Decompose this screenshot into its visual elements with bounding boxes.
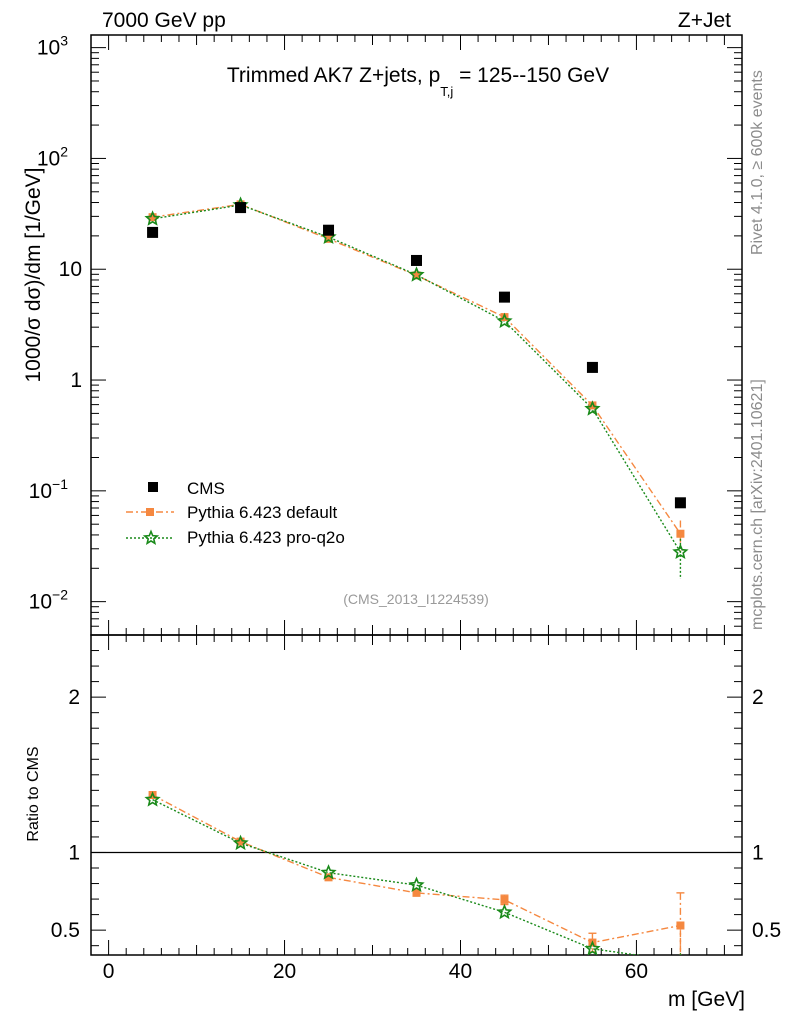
main-ylabel: 1000/σ dσ)/dm [1/GeV] [22, 167, 45, 382]
ratio-ytick-label: 1 [68, 841, 80, 864]
rivet-side-text: Rivet 4.1.0, ≥ 600k events [749, 70, 766, 255]
main-point-default [676, 529, 685, 538]
main-point-default [412, 271, 421, 280]
ratio-ylabel: Ratio to CMS [25, 746, 42, 841]
ratio-point-default [676, 921, 685, 930]
legend: CMS Pythia 6.423 default Pythia 6.423 pr… [126, 479, 345, 547]
main-ytick-label: 10−2 [29, 587, 69, 614]
main-point-proq2o [496, 312, 513, 329]
plot-title-tail: = 125--150 GeV [453, 64, 609, 87]
mcplots-side-text: mcplots.cern.ch [arXiv:2401.10621] [749, 379, 766, 630]
header-right: Z+Jet [678, 9, 731, 32]
ratio-point-proq2o [496, 903, 513, 920]
main-point-cms [147, 226, 159, 238]
main-point-cms [323, 224, 335, 236]
x-axis-label: m [GeV] [668, 988, 745, 1011]
main-point-default [148, 213, 157, 222]
main-point-proq2o [144, 210, 161, 226]
main-point-cms [498, 291, 510, 303]
main-point-cms [235, 202, 247, 214]
main-point-proq2o [672, 543, 689, 560]
main-point-cms [411, 254, 422, 266]
ratio-point-default [236, 837, 245, 846]
legend-label-default: Pythia 6.423 default [187, 503, 338, 522]
ratio-point-proq2o [584, 940, 601, 955]
analysis-watermark: (CMS_2013_I1224539) [343, 591, 489, 607]
xtick-label: 40 [449, 960, 472, 983]
xtick-label: 60 [625, 960, 648, 983]
main-point-proq2o [584, 400, 601, 416]
main-point-default [588, 401, 597, 410]
ratio-ytick-label-right: 1 [752, 841, 764, 864]
legend-label-cms: CMS [187, 479, 225, 498]
main-ytick-label: 1 [70, 369, 82, 392]
main-point-cms [674, 497, 686, 509]
ratio-ytick-label-right: 0.5 [752, 919, 781, 942]
plot-title-main: Trimmed AK7 Z+jets, p [227, 64, 440, 87]
ratio-point-default [412, 888, 421, 897]
ratio-line-default [152, 794, 681, 944]
xtick-label: 20 [273, 960, 296, 983]
main-point-default [500, 313, 509, 322]
ratio-ytick-label: 2 [68, 686, 80, 709]
ratio-point-proq2o [320, 864, 337, 880]
main-ytick-label: 102 [37, 143, 68, 170]
header-left: 7000 GeV pp [102, 9, 226, 32]
ratio-point-proq2o [232, 834, 249, 851]
legend-marker-default [146, 508, 154, 516]
main-ytick-label: 10 [59, 258, 82, 281]
main-ytick-label: 103 [37, 33, 68, 60]
legend-marker-proq2o [142, 529, 160, 545]
xtick-label: 0 [103, 960, 115, 983]
main-line-default [152, 203, 681, 535]
plot-title: Trimmed AK7 Z+jets, pT,j = 125--150 GeV [227, 64, 609, 99]
plot-title-subscript: T,j [440, 84, 453, 99]
ratio-point-proq2o [679, 952, 682, 955]
ratio-ytick-label: 0.5 [51, 919, 80, 942]
main-ytick-label: 10−1 [29, 476, 69, 503]
main-point-default [324, 234, 333, 243]
ratio-plot-frame [90, 634, 743, 956]
legend-marker-cms [148, 482, 158, 492]
ratio-point-proq2o [144, 791, 161, 807]
main-point-cms [586, 361, 598, 373]
ratio-point-default [324, 873, 333, 882]
main-point-proq2o [408, 266, 425, 282]
legend-label-proq2o: Pythia 6.423 pro-q2o [187, 528, 345, 547]
ratio-ytick-label-right: 2 [752, 686, 764, 709]
ratio-point-proq2o [408, 876, 425, 893]
ratio-point-default [500, 895, 509, 904]
